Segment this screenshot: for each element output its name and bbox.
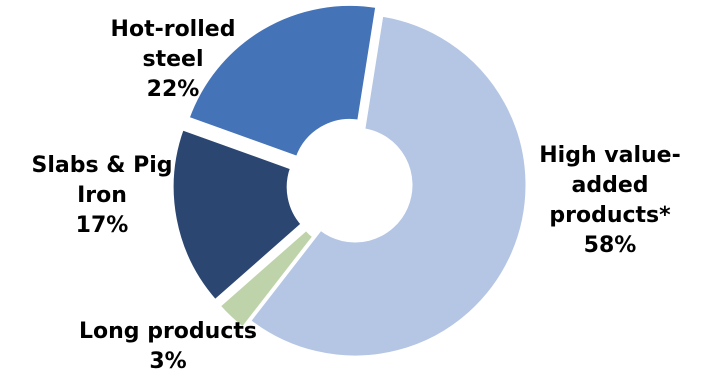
slice-0 bbox=[247, 13, 529, 359]
slice-value-label: 22% bbox=[147, 77, 200, 102]
slice-name-line: Slabs & Pig bbox=[32, 153, 173, 178]
slice-value-label: 3% bbox=[149, 349, 186, 374]
slice-label-0: High value-added products* 58% bbox=[539, 143, 680, 258]
slice-name-line: products* bbox=[549, 203, 671, 228]
slice-label-1: Long products 3% bbox=[79, 319, 257, 374]
slice-label-2: Slabs & Pig Iron 17% bbox=[32, 153, 173, 238]
slice-2 bbox=[170, 126, 305, 303]
slice-name-line: High value- bbox=[539, 143, 680, 168]
slice-3 bbox=[186, 2, 379, 160]
slice-name-line: Iron bbox=[77, 183, 127, 208]
slice-name-line: steel bbox=[143, 47, 204, 72]
slice-name-line: Long products bbox=[79, 319, 257, 344]
slice-1 bbox=[217, 227, 316, 331]
slice-name-line: added bbox=[571, 173, 648, 198]
slice-name-line: Hot-rolled bbox=[111, 17, 236, 42]
slice-value-label: 17% bbox=[76, 213, 129, 238]
slice-value-label: 58% bbox=[584, 233, 637, 258]
slice-label-3: Hot-rolled steel 22% bbox=[111, 17, 236, 102]
